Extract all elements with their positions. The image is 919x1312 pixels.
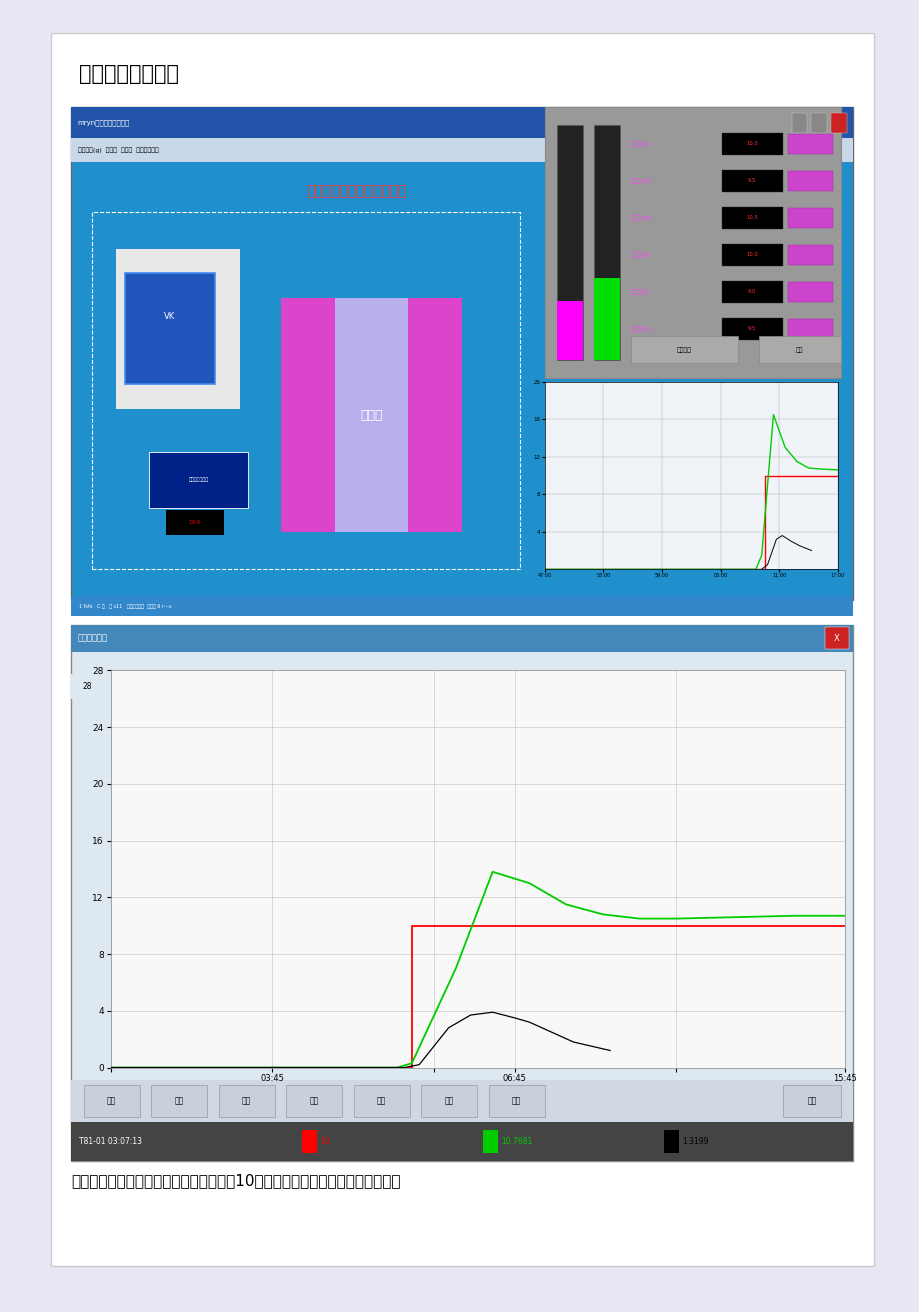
FancyBboxPatch shape bbox=[733, 485, 815, 520]
FancyBboxPatch shape bbox=[71, 1080, 853, 1122]
FancyBboxPatch shape bbox=[117, 249, 240, 409]
Text: X: X bbox=[834, 634, 839, 643]
Text: 19.6: 19.6 bbox=[188, 520, 200, 525]
Text: 通过系统响应曲线可以看出，当设定值为10时，系统的响应有明显的时滞过程，: 通过系统响应曲线可以看出，当设定值为10时，系统的响应有明显的时滞过程， bbox=[71, 1173, 401, 1189]
Text: 1 fsfx   C ⓘ   ⓘ s11   ⓘ数控制运行  ⓘ新闻 6 r---s: 1 fsfx C ⓘ ⓘ s11 ⓘ数控制运行 ⓘ新闻 6 r---s bbox=[79, 604, 172, 609]
FancyBboxPatch shape bbox=[301, 1130, 316, 1153]
FancyBboxPatch shape bbox=[787, 134, 832, 154]
Text: 积分时间(I):: 积分时间(I): bbox=[630, 289, 652, 295]
FancyBboxPatch shape bbox=[630, 336, 737, 363]
FancyBboxPatch shape bbox=[787, 282, 832, 302]
FancyBboxPatch shape bbox=[219, 1085, 274, 1117]
FancyBboxPatch shape bbox=[71, 138, 853, 163]
FancyBboxPatch shape bbox=[84, 1085, 140, 1117]
FancyBboxPatch shape bbox=[482, 1130, 497, 1153]
FancyBboxPatch shape bbox=[544, 106, 840, 378]
FancyBboxPatch shape bbox=[720, 318, 783, 340]
FancyBboxPatch shape bbox=[421, 1085, 477, 1117]
FancyBboxPatch shape bbox=[720, 207, 783, 228]
FancyBboxPatch shape bbox=[556, 125, 583, 359]
FancyBboxPatch shape bbox=[149, 453, 248, 508]
FancyBboxPatch shape bbox=[758, 336, 840, 363]
Text: 比例系数(P):: 比例系数(P): bbox=[630, 252, 652, 257]
Text: 10.7681: 10.7681 bbox=[501, 1138, 532, 1145]
FancyBboxPatch shape bbox=[151, 1085, 207, 1117]
Text: 系统管理(g)  台切图  出页串  重生运行系统: 系统管理(g) 台切图 出页串 重生运行系统 bbox=[78, 147, 158, 152]
Text: 恢复: 恢复 bbox=[512, 1097, 521, 1105]
Text: 电动量节调阀度: 电动量节调阀度 bbox=[188, 476, 209, 482]
Text: 9.5: 9.5 bbox=[747, 178, 755, 184]
FancyBboxPatch shape bbox=[281, 298, 462, 533]
Text: 9.5: 9.5 bbox=[747, 327, 755, 332]
FancyBboxPatch shape bbox=[720, 281, 783, 303]
FancyBboxPatch shape bbox=[639, 529, 720, 563]
FancyBboxPatch shape bbox=[165, 510, 223, 535]
FancyBboxPatch shape bbox=[720, 169, 783, 192]
Text: 实验四、双容液位定值控制: 实验四、双容液位定值控制 bbox=[305, 185, 406, 198]
Text: 设定值(SV):: 设定值(SV): bbox=[630, 140, 653, 147]
Text: 曲线: 曲线 bbox=[175, 1097, 184, 1105]
FancyBboxPatch shape bbox=[664, 1130, 678, 1153]
Text: 自动: 自动 bbox=[795, 346, 803, 353]
FancyBboxPatch shape bbox=[71, 1122, 853, 1161]
FancyBboxPatch shape bbox=[335, 298, 407, 533]
Text: 储水箱: 储水箱 bbox=[360, 408, 382, 421]
FancyBboxPatch shape bbox=[720, 244, 783, 266]
Text: 28: 28 bbox=[83, 682, 92, 691]
Text: 关闭: 关闭 bbox=[807, 1097, 816, 1105]
FancyBboxPatch shape bbox=[811, 113, 826, 133]
Text: mryn数调断一板芯工程: mryn数调断一板芯工程 bbox=[78, 119, 130, 126]
Text: 10: 10 bbox=[320, 1138, 329, 1145]
Text: 10.0: 10.0 bbox=[745, 142, 757, 147]
Text: 测量值(PV):: 测量值(PV): bbox=[630, 178, 653, 184]
Text: 微分时间(D):: 微分时间(D): bbox=[630, 325, 653, 332]
FancyBboxPatch shape bbox=[783, 1085, 840, 1117]
Text: 左移: 左移 bbox=[242, 1097, 251, 1105]
Text: T81-01 03:07:13: T81-01 03:07:13 bbox=[79, 1138, 142, 1145]
Text: VK: VK bbox=[165, 312, 176, 321]
FancyBboxPatch shape bbox=[544, 529, 627, 563]
FancyBboxPatch shape bbox=[353, 1085, 409, 1117]
FancyBboxPatch shape bbox=[787, 245, 832, 265]
Text: 后有: 后有 bbox=[377, 1097, 386, 1105]
FancyBboxPatch shape bbox=[71, 625, 853, 1161]
Text: 开始: 开始 bbox=[107, 1097, 116, 1105]
FancyBboxPatch shape bbox=[51, 33, 873, 1266]
Text: 右移: 右移 bbox=[309, 1097, 318, 1105]
FancyBboxPatch shape bbox=[594, 278, 619, 359]
Text: 实时曲线放大: 实时曲线放大 bbox=[78, 634, 108, 643]
FancyBboxPatch shape bbox=[71, 106, 853, 138]
FancyBboxPatch shape bbox=[125, 273, 215, 384]
Text: 1.3199: 1.3199 bbox=[681, 1138, 708, 1145]
FancyBboxPatch shape bbox=[71, 106, 853, 600]
FancyBboxPatch shape bbox=[787, 171, 832, 190]
FancyBboxPatch shape bbox=[488, 1085, 544, 1117]
FancyBboxPatch shape bbox=[720, 133, 783, 155]
FancyBboxPatch shape bbox=[639, 485, 720, 520]
Text: 9.0: 9.0 bbox=[747, 289, 755, 294]
FancyBboxPatch shape bbox=[733, 529, 815, 563]
FancyBboxPatch shape bbox=[787, 207, 832, 228]
FancyBboxPatch shape bbox=[544, 485, 627, 520]
FancyBboxPatch shape bbox=[830, 113, 845, 133]
Text: 实验数据及结果：: 实验数据及结果： bbox=[79, 63, 179, 84]
Text: 10.0: 10.0 bbox=[745, 252, 757, 257]
FancyBboxPatch shape bbox=[823, 627, 848, 649]
FancyBboxPatch shape bbox=[556, 300, 583, 359]
FancyBboxPatch shape bbox=[71, 625, 853, 652]
Text: 10.5: 10.5 bbox=[745, 215, 757, 220]
Text: 运行紧急: 运行紧急 bbox=[676, 346, 691, 353]
FancyBboxPatch shape bbox=[71, 674, 104, 699]
FancyBboxPatch shape bbox=[594, 125, 619, 359]
FancyBboxPatch shape bbox=[791, 113, 807, 133]
FancyBboxPatch shape bbox=[286, 1085, 342, 1117]
Text: 结果: 结果 bbox=[444, 1097, 453, 1105]
FancyBboxPatch shape bbox=[71, 597, 853, 617]
FancyBboxPatch shape bbox=[787, 319, 832, 338]
Text: 输出值(OP):: 输出值(OP): bbox=[630, 215, 653, 220]
